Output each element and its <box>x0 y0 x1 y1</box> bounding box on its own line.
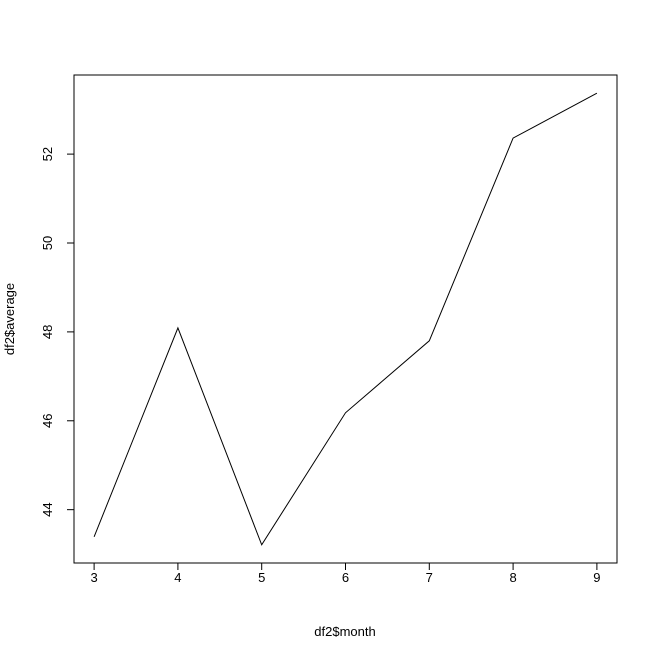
x-tick-label: 8 <box>509 570 516 585</box>
x-tick-label: 6 <box>342 570 349 585</box>
y-tick-label: 44 <box>40 502 55 516</box>
x-axis-label: df2$month <box>314 624 375 639</box>
x-tick-label: 3 <box>90 570 97 585</box>
y-tick-label: 48 <box>40 325 55 339</box>
x-tick-label: 4 <box>174 570 181 585</box>
y-tick-label: 50 <box>40 236 55 250</box>
data-line <box>93 92 598 546</box>
y-tick-label: 46 <box>40 414 55 428</box>
plot-box <box>73 74 618 564</box>
x-tick-label: 7 <box>426 570 433 585</box>
y-axis-label: df2$average <box>2 283 17 355</box>
x-tick-label: 9 <box>593 570 600 585</box>
y-tick-label: 52 <box>40 147 55 161</box>
x-tick-label: 5 <box>258 570 265 585</box>
